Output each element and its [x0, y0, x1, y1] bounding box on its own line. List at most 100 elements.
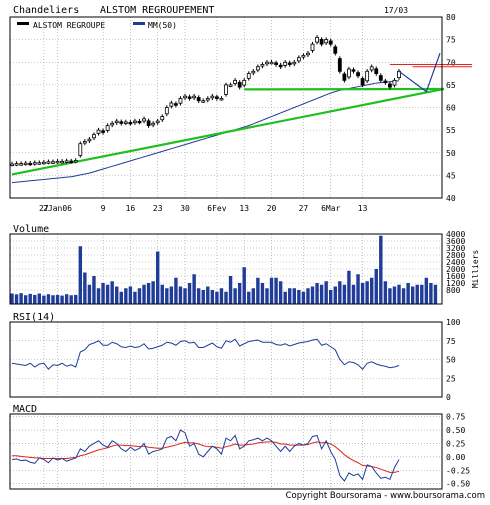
- candle-body: [160, 116, 165, 121]
- volume-bar: [228, 276, 233, 304]
- x-tick-label: 2Jan06: [43, 204, 72, 213]
- candle-body: [96, 129, 101, 134]
- candle-body: [315, 36, 319, 43]
- candle-body: [201, 100, 206, 103]
- candle-body: [301, 55, 306, 58]
- volume-bar: [374, 269, 378, 304]
- candle-body: [169, 102, 174, 107]
- candle-body: [119, 121, 124, 124]
- macd-panel-frame: [9, 413, 443, 490]
- x-tick-label: 13: [239, 204, 249, 213]
- volume-bar: [420, 284, 424, 304]
- candle-body: [337, 58, 342, 72]
- candle-body: [28, 162, 33, 166]
- volume-bar: [329, 290, 333, 304]
- candle-body: [306, 52, 310, 56]
- candle-body: [333, 46, 338, 54]
- candle-body: [142, 118, 146, 122]
- volume-bar: [360, 283, 365, 304]
- candle-body: [46, 161, 51, 164]
- volume-bar: [201, 290, 205, 304]
- price-tick-label: 50: [446, 149, 456, 158]
- copyright-text: Copyright Boursorama - www.boursorama.co…: [286, 491, 485, 501]
- support-trend-line: [11, 87, 445, 176]
- volume-bar: [137, 288, 142, 304]
- candle-body: [151, 122, 156, 126]
- volume-bar: [429, 283, 433, 304]
- candle-body: [55, 160, 60, 164]
- volume-bar: [96, 288, 101, 304]
- candle-body: [192, 95, 197, 99]
- volume-bar: [133, 291, 137, 304]
- volume-bar: [260, 283, 265, 304]
- volume-panel-frame: [9, 233, 443, 305]
- macd-tick-label: -0.25: [446, 466, 470, 475]
- volume-bar: [224, 291, 228, 304]
- volume-tick-label: 2000: [446, 265, 465, 274]
- volume-axis-label: Milliers: [471, 250, 480, 289]
- legend-swatch-price: [17, 22, 29, 25]
- candle-body: [388, 83, 392, 88]
- volume-bar: [151, 281, 155, 304]
- volume-bar: [19, 293, 23, 304]
- candle-body: [319, 38, 324, 45]
- candle-body: [251, 70, 256, 74]
- volume-bar: [187, 283, 192, 304]
- candle-body: [73, 160, 78, 163]
- volume-bar: [306, 288, 310, 304]
- volume-bar: [383, 281, 388, 304]
- candle-body: [224, 84, 228, 95]
- candle-body: [114, 120, 119, 124]
- x-tick-label: 16: [126, 204, 136, 213]
- volume-bar: [215, 291, 219, 304]
- x-tick-label: 20: [267, 204, 277, 213]
- volume-bar: [278, 281, 283, 304]
- volume-bar: [78, 246, 83, 304]
- candle-body: [92, 134, 96, 139]
- candle-body: [128, 121, 133, 125]
- volume-bar: [274, 277, 278, 304]
- candle-body: [274, 62, 278, 65]
- price-tick-label: 55: [446, 126, 456, 135]
- candle-body: [228, 84, 233, 87]
- candle-body: [351, 69, 356, 72]
- candle-body: [278, 64, 283, 68]
- candle-body: [233, 79, 238, 84]
- candle-body: [196, 97, 201, 102]
- volume-bar: [74, 294, 78, 304]
- candle-body: [383, 80, 388, 84]
- candle-body: [356, 72, 360, 77]
- volume-bar: [247, 291, 251, 304]
- candle-body: [255, 66, 260, 71]
- candle-body: [78, 143, 83, 156]
- candle-body: [10, 163, 14, 166]
- volume-bar: [251, 288, 256, 304]
- volume-bar: [297, 290, 301, 304]
- volume-bar: [219, 288, 224, 304]
- x-tick-label: 13: [358, 204, 368, 213]
- volume-bar: [160, 284, 164, 304]
- candle-body: [37, 162, 42, 165]
- rsi-panel-frame: [9, 321, 443, 398]
- volume-bar: [192, 274, 196, 304]
- volume-bar: [351, 284, 356, 304]
- candle-body: [296, 57, 301, 62]
- volume-bar: [233, 288, 237, 304]
- candle-body: [310, 43, 315, 51]
- candle-body: [324, 39, 329, 44]
- legend-swatch-ma: [133, 22, 145, 25]
- price-tick-label: 45: [446, 171, 456, 180]
- volume-bar: [369, 277, 374, 304]
- volume-panel-title: Volume: [13, 224, 49, 235]
- volume-bar: [51, 295, 55, 304]
- candle-body: [205, 98, 210, 101]
- rsi-tick-label: 50: [446, 356, 456, 365]
- volume-bar: [64, 294, 69, 304]
- price-tick-label: 40: [446, 194, 456, 203]
- candle-body: [23, 162, 28, 166]
- price-tick-label: 65: [446, 81, 456, 90]
- candle-body: [365, 70, 370, 82]
- candle-body: [210, 95, 215, 99]
- volume-bar: [210, 290, 215, 304]
